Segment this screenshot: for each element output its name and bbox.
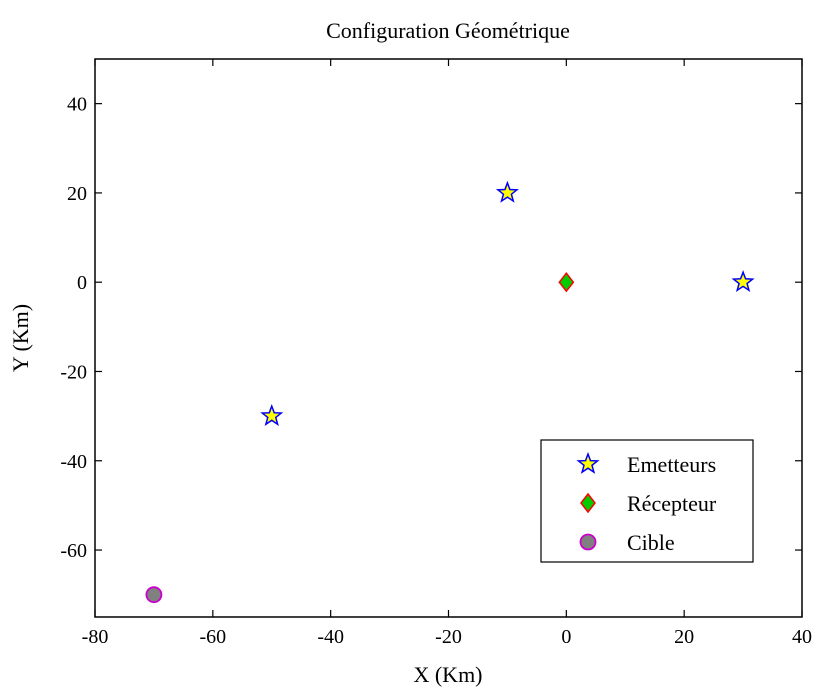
x-tick-label: -60 [199,626,226,648]
circle-marker [145,586,163,604]
legend-diamond-icon [580,492,596,514]
legend-box [540,439,754,563]
y-tick-label: 0 [77,272,87,294]
x-tick-label: 0 [561,626,571,648]
x-tick-label: 40 [792,626,812,648]
x-tick-label: -40 [317,626,344,648]
x-tick-label: 20 [674,626,694,648]
star-marker [260,403,284,426]
y-tick-label: 40 [67,94,87,116]
legend-circle-icon [579,533,597,551]
x-tick-label: -20 [435,626,462,648]
legend-label: Emetteurs [627,452,716,477]
legend-label: Récepteur [627,491,717,516]
legend-label: Cible [627,530,675,555]
data-points [145,180,755,604]
legend: Emetteurs Récepteur Cible [540,439,754,563]
y-tick-label: 20 [67,183,87,205]
legend-star-icon [576,451,600,474]
y-tick-label: -40 [60,451,87,473]
x-tick-label: -80 [82,626,109,648]
chart-title: Configuration Géométrique [326,18,570,43]
star-marker [731,270,755,293]
axis-ticks: -80 -60 -40 -20 0 20 40 -60 -40 -20 0 20 40 [60,59,812,648]
diamond-marker [558,271,575,293]
y-tick-label: -20 [60,361,87,383]
star-marker [495,180,519,203]
y-axis-label: Y (Km) [8,304,33,372]
y-tick-label: -60 [60,540,87,562]
x-axis-label: X (Km) [413,662,482,687]
